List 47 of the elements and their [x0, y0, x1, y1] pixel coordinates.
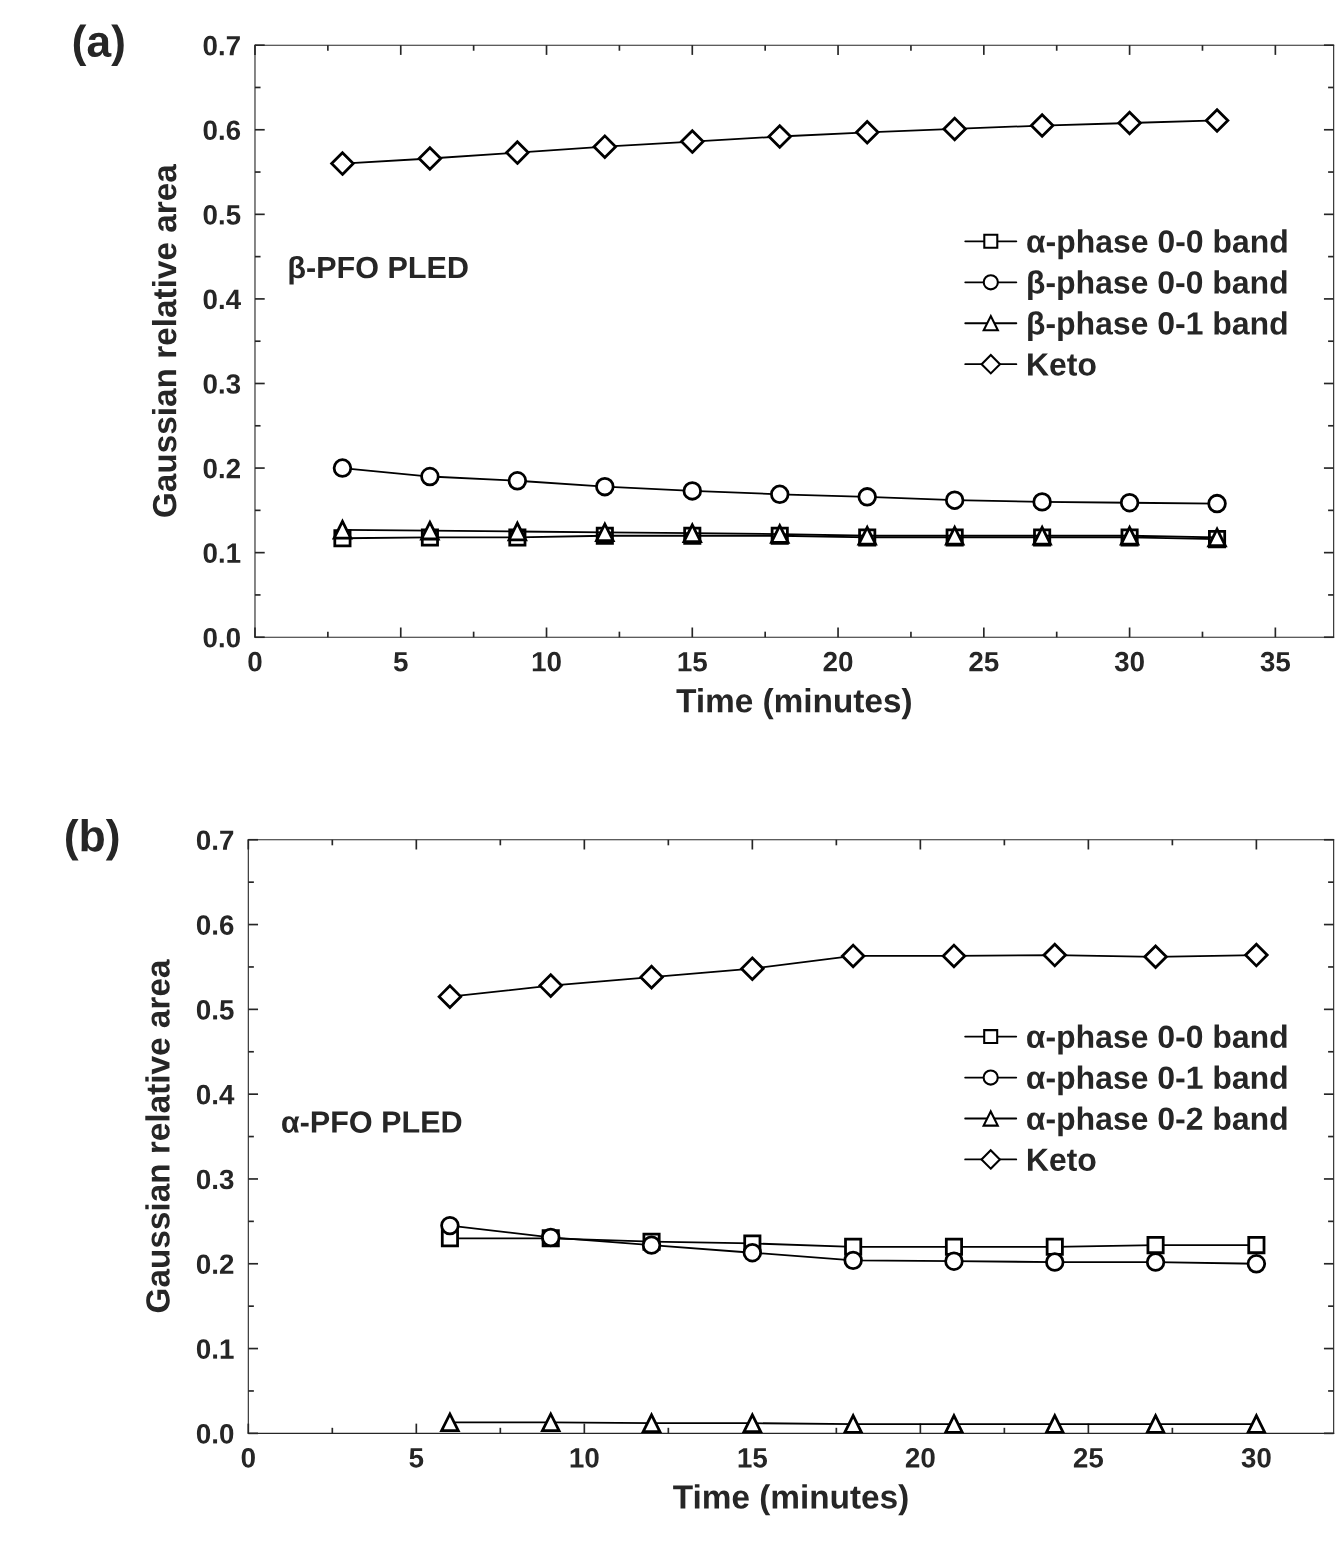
x-axis-title: Time (minutes): [673, 1484, 908, 1516]
x-tick-label: 5: [409, 1448, 424, 1468]
x-tick-label: 10: [532, 651, 561, 672]
y-tick-label: 0.1: [196, 1339, 234, 1359]
legend-label: α-phase 0-0 band: [1027, 1024, 1287, 1055]
legend-label: β-phase 0-0 band: [1028, 270, 1287, 301]
y-tick-label: 0.3: [203, 374, 241, 394]
legend-label: Keto: [1028, 353, 1096, 376]
y-tick-label: 0.2: [203, 458, 240, 479]
x-tick-label: 35: [1260, 651, 1291, 672]
y-tick-label: 0.4: [203, 289, 241, 310]
y-tick-label: 0.0: [196, 1424, 234, 1444]
x-tick-label: 0: [248, 651, 262, 672]
y-tick-label: 0.2: [196, 1254, 234, 1275]
legend-label: α-phase 0-0 band: [1027, 229, 1287, 260]
x-tick-label: 5: [393, 652, 408, 672]
x-tick-label: 10: [570, 1447, 599, 1468]
y-axis-title: Gaussian relative area: [151, 164, 177, 517]
legend-label: β-phase 0-1 band: [1028, 311, 1287, 342]
x-tick-label: 20: [823, 651, 853, 672]
x-tick-label: 20: [905, 1447, 935, 1468]
legend-label: Keto: [1027, 1148, 1096, 1171]
x-tick-label: 0: [241, 1447, 255, 1468]
x-tick-label: 15: [738, 1448, 768, 1468]
x-tick-label: 25: [969, 651, 999, 672]
y-tick-label: 0.7: [203, 35, 240, 56]
x-tick-label: 30: [1241, 1447, 1271, 1468]
text: (a): [73, 24, 124, 66]
y-tick-label: 0.1: [203, 543, 241, 563]
y-tick-label: 0.4: [196, 1084, 235, 1105]
legend-label: α-phase 0-1 band: [1027, 1065, 1287, 1096]
y-tick-label: 0.6: [203, 120, 241, 141]
annotation: β-PFO PLED: [289, 255, 468, 285]
y-axis-title: Gaussian relative area: [145, 959, 170, 1313]
y-tick-label: 0.7: [196, 830, 234, 851]
x-tick-label: 30: [1114, 651, 1144, 672]
y-tick-label: 0.6: [196, 915, 234, 935]
text: (b): [66, 819, 119, 861]
y-tick-label: 0.5: [196, 1000, 234, 1020]
x-axis-title: Time (minutes): [676, 688, 911, 720]
y-tick-label: 0.5: [203, 205, 241, 225]
y-tick-label: 0.0: [203, 627, 240, 648]
legend-label: α-phase 0-2 band: [1027, 1106, 1287, 1137]
x-tick-label: 15: [678, 652, 707, 672]
y-tick-label: 0.3: [196, 1169, 234, 1190]
x-tick-label: 25: [1073, 1447, 1104, 1468]
annotation: α-PFO PLED: [282, 1111, 462, 1133]
